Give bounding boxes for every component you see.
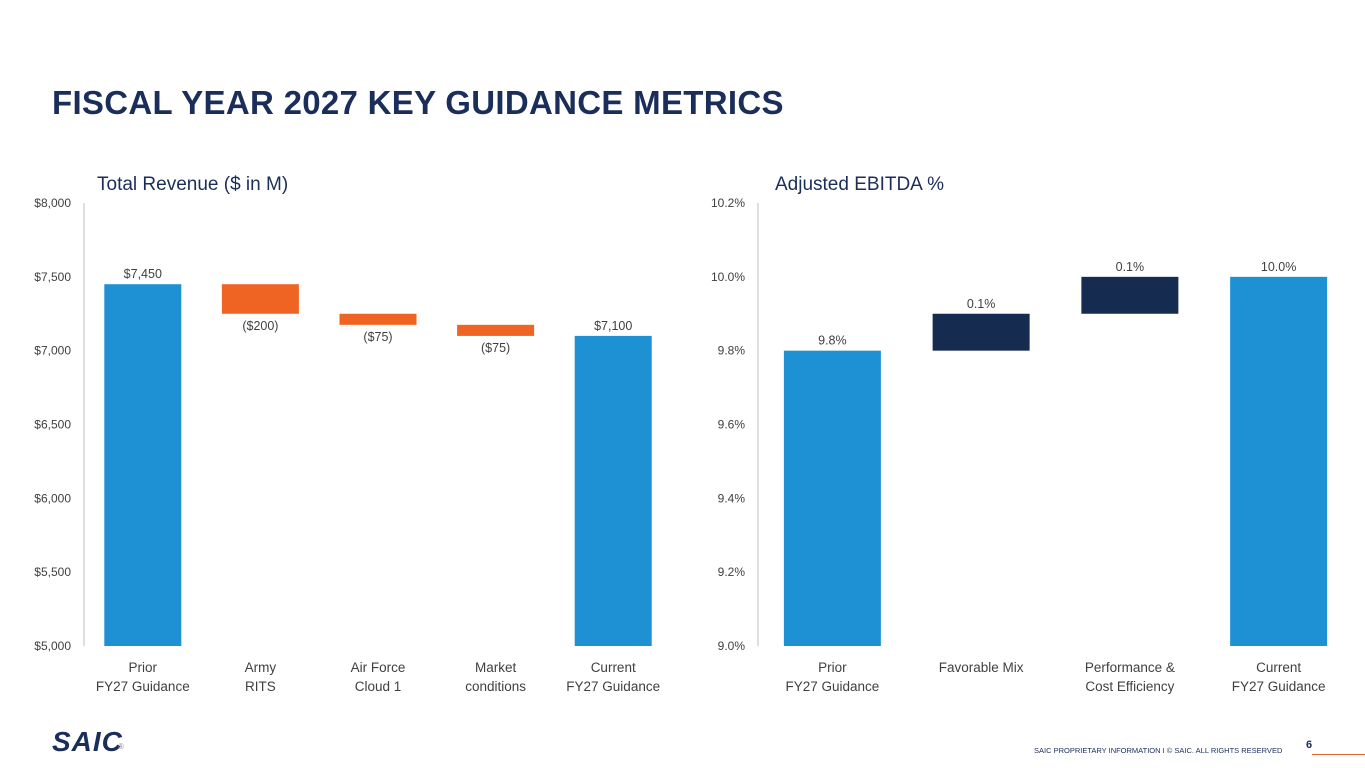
revenue-data-label: ($75) — [481, 341, 510, 355]
ebitda-category-label: FY27 Guidance — [1232, 679, 1326, 694]
revenue-category-label: Air Force — [351, 660, 406, 675]
revenue-category-label: Prior — [129, 660, 158, 675]
ebitda-data-label: 0.1% — [1116, 260, 1145, 274]
revenue-category-label: conditions — [465, 679, 526, 694]
ebitda-y-tick-label: 10.2% — [711, 196, 745, 210]
revenue-y-tick-label: $7,500 — [34, 270, 71, 284]
revenue-category-label: Current — [591, 660, 636, 675]
ebitda-category-label: FY27 Guidance — [785, 679, 879, 694]
page-title: FISCAL YEAR 2027 KEY GUIDANCE METRICS — [52, 84, 784, 121]
revenue-bar-0 — [104, 284, 182, 646]
ebitda-bar-0 — [783, 350, 881, 646]
revenue-y-tick-label: $6,000 — [34, 491, 71, 505]
revenue-category-label: FY27 Guidance — [566, 679, 660, 694]
revenue-bar-3 — [457, 324, 535, 336]
ebitda-data-label: 9.8% — [818, 334, 847, 348]
revenue-bar-2 — [339, 313, 417, 325]
ebitda-y-tick-label: 9.0% — [718, 639, 746, 653]
registered-mark: ® — [118, 742, 124, 751]
ebitda-chart-title: Adjusted EBITDA % — [775, 174, 944, 195]
ebitda-data-label: 10.0% — [1261, 260, 1296, 274]
ebitda-bar-1 — [932, 313, 1030, 351]
ebitda-y-tick-label: 9.4% — [718, 491, 746, 505]
revenue-y-tick-label: $8,000 — [34, 196, 71, 210]
page-number-rule — [1312, 754, 1365, 755]
revenue-y-tick-label: $5,000 — [34, 639, 71, 653]
ebitda-bar-3 — [1230, 276, 1328, 646]
revenue-chart-title: Total Revenue ($ in M) — [97, 174, 289, 195]
page-number: 6 — [1306, 739, 1313, 751]
revenue-data-label: $7,450 — [124, 267, 162, 281]
revenue-category-label: FY27 Guidance — [96, 679, 190, 694]
ebitda-category-label: Cost Efficiency — [1085, 679, 1174, 694]
revenue-bar-1 — [221, 284, 299, 314]
revenue-category-label: RITS — [245, 679, 276, 694]
revenue-data-label: $7,100 — [594, 319, 632, 333]
footer-proprietary: SAIC PROPRIETARY INFORMATION I © SAIC. A… — [1034, 746, 1283, 755]
revenue-y-tick-label: $7,000 — [34, 344, 71, 358]
ebitda-y-tick-label: 10.0% — [711, 270, 745, 284]
ebitda-category-label: Current — [1256, 660, 1301, 675]
revenue-data-label: ($75) — [363, 330, 392, 344]
ebitda-bar-2 — [1081, 276, 1179, 314]
revenue-y-tick-label: $5,500 — [34, 565, 71, 579]
ebitda-data-label: 0.1% — [967, 297, 996, 311]
revenue-waterfall-chart: $5,000 $5,500 $6,000 $6,500 $7,000 $7,500 $8,0… — [34, 196, 660, 694]
ebitda-category-label: Favorable Mix — [939, 660, 1024, 675]
saic-logo: SAIC — [52, 726, 123, 757]
ebitda-category-label: Performance & — [1085, 660, 1175, 675]
revenue-data-label: ($200) — [242, 319, 278, 333]
revenue-category-label: Cloud 1 — [355, 679, 402, 694]
revenue-category-label: Army — [245, 660, 277, 675]
ebitda-category-label: Prior — [818, 660, 847, 675]
ebitda-y-tick-label: 9.6% — [718, 418, 746, 432]
revenue-y-tick-label: $6,500 — [34, 418, 71, 432]
ebitda-y-tick-label: 9.8% — [718, 344, 746, 358]
revenue-bar-4 — [574, 335, 652, 646]
ebitda-y-tick-label: 9.2% — [718, 565, 746, 579]
revenue-category-label: Market — [475, 660, 517, 675]
